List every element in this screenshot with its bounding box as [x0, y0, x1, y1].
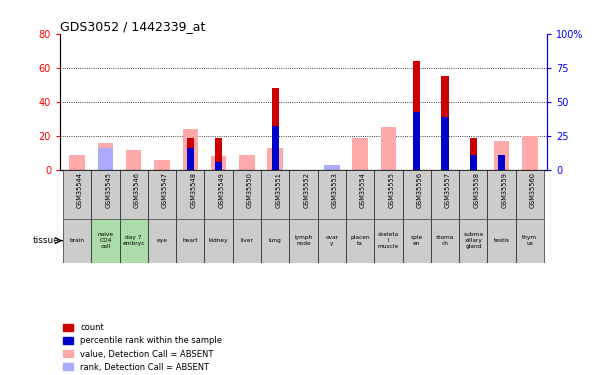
FancyBboxPatch shape: [91, 219, 120, 262]
Text: ovar
y: ovar y: [325, 235, 338, 246]
Bar: [183, 129, 198, 170]
Text: liver: liver: [240, 238, 254, 243]
Text: GSM35547: GSM35547: [162, 172, 168, 208]
Bar: [239, 155, 255, 170]
Bar: [187, 138, 194, 170]
FancyBboxPatch shape: [261, 219, 289, 262]
Bar: [215, 162, 222, 170]
FancyBboxPatch shape: [431, 170, 459, 219]
FancyBboxPatch shape: [233, 170, 261, 219]
Bar: [267, 148, 283, 170]
Bar: [154, 160, 169, 170]
Text: tissue: tissue: [32, 236, 59, 245]
Text: lymph
node: lymph node: [294, 235, 313, 246]
FancyBboxPatch shape: [63, 219, 91, 262]
FancyBboxPatch shape: [63, 170, 91, 219]
Bar: [442, 76, 448, 170]
Bar: [324, 165, 340, 170]
FancyBboxPatch shape: [318, 219, 346, 262]
Text: sple
en: sple en: [410, 235, 423, 246]
FancyBboxPatch shape: [374, 170, 403, 219]
FancyBboxPatch shape: [233, 219, 261, 262]
Bar: [470, 138, 477, 170]
Bar: [442, 117, 448, 170]
FancyBboxPatch shape: [120, 170, 148, 219]
FancyBboxPatch shape: [289, 170, 318, 219]
FancyBboxPatch shape: [176, 170, 204, 219]
Bar: [211, 156, 227, 170]
Bar: [494, 141, 510, 170]
Text: naive
CD4
cell: naive CD4 cell: [97, 232, 114, 249]
Text: subma
xillary
gland: subma xillary gland: [463, 232, 483, 249]
FancyBboxPatch shape: [148, 219, 176, 262]
Text: GSM35545: GSM35545: [105, 172, 111, 208]
Text: testis: testis: [493, 238, 510, 243]
Text: GSM35552: GSM35552: [304, 172, 310, 208]
Text: GSM35551: GSM35551: [275, 172, 281, 208]
Text: GSM35560: GSM35560: [530, 172, 536, 208]
FancyBboxPatch shape: [289, 219, 318, 262]
FancyBboxPatch shape: [403, 170, 431, 219]
Bar: [470, 155, 477, 170]
Text: GSM35555: GSM35555: [388, 172, 394, 208]
FancyBboxPatch shape: [346, 219, 374, 262]
Text: skeleta
l
muscle: skeleta l muscle: [378, 232, 399, 249]
FancyBboxPatch shape: [487, 170, 516, 219]
Text: GSM35553: GSM35553: [332, 172, 338, 208]
Text: placen
ta: placen ta: [350, 235, 370, 246]
FancyBboxPatch shape: [459, 219, 487, 262]
Bar: [215, 138, 222, 170]
Text: GSM35554: GSM35554: [360, 172, 366, 208]
Text: GSM35548: GSM35548: [191, 172, 197, 208]
Text: GSM35550: GSM35550: [247, 172, 253, 208]
Bar: [97, 143, 113, 170]
FancyBboxPatch shape: [120, 219, 148, 262]
Bar: [272, 126, 279, 170]
Bar: [413, 61, 420, 170]
Text: GSM35557: GSM35557: [445, 172, 451, 208]
FancyBboxPatch shape: [459, 170, 487, 219]
Text: day 7
embryc: day 7 embryc: [123, 235, 145, 246]
FancyBboxPatch shape: [403, 219, 431, 262]
FancyBboxPatch shape: [346, 170, 374, 219]
Bar: [69, 155, 85, 170]
FancyBboxPatch shape: [148, 170, 176, 219]
Bar: [380, 128, 396, 170]
Bar: [498, 155, 505, 170]
FancyBboxPatch shape: [261, 170, 289, 219]
Bar: [272, 88, 279, 170]
Bar: [522, 136, 538, 170]
Bar: [324, 165, 340, 170]
Text: eye: eye: [156, 238, 168, 243]
Bar: [413, 112, 420, 170]
FancyBboxPatch shape: [516, 170, 544, 219]
FancyBboxPatch shape: [204, 219, 233, 262]
Bar: [187, 148, 194, 170]
Text: GSM35544: GSM35544: [77, 172, 83, 208]
Legend: count, percentile rank within the sample, value, Detection Call = ABSENT, rank, : count, percentile rank within the sample…: [60, 320, 225, 375]
Text: kidney: kidney: [209, 238, 228, 243]
FancyBboxPatch shape: [374, 219, 403, 262]
Text: lung: lung: [269, 238, 282, 243]
FancyBboxPatch shape: [204, 170, 233, 219]
Text: GSM35549: GSM35549: [219, 172, 225, 208]
FancyBboxPatch shape: [176, 219, 204, 262]
FancyBboxPatch shape: [431, 219, 459, 262]
Text: brain: brain: [70, 238, 85, 243]
FancyBboxPatch shape: [318, 170, 346, 219]
FancyBboxPatch shape: [516, 219, 544, 262]
Bar: [352, 138, 368, 170]
Text: thym
us: thym us: [522, 235, 537, 246]
Text: GSM35556: GSM35556: [416, 172, 423, 208]
Text: GSM35546: GSM35546: [133, 172, 139, 208]
Text: heart: heart: [183, 238, 198, 243]
Text: GDS3052 / 1442339_at: GDS3052 / 1442339_at: [60, 20, 206, 33]
Text: GSM35558: GSM35558: [474, 172, 480, 208]
Bar: [97, 148, 113, 170]
Text: GSM35559: GSM35559: [502, 172, 508, 208]
FancyBboxPatch shape: [91, 170, 120, 219]
Text: stoma
ch: stoma ch: [436, 235, 454, 246]
Bar: [126, 150, 141, 170]
FancyBboxPatch shape: [487, 219, 516, 262]
